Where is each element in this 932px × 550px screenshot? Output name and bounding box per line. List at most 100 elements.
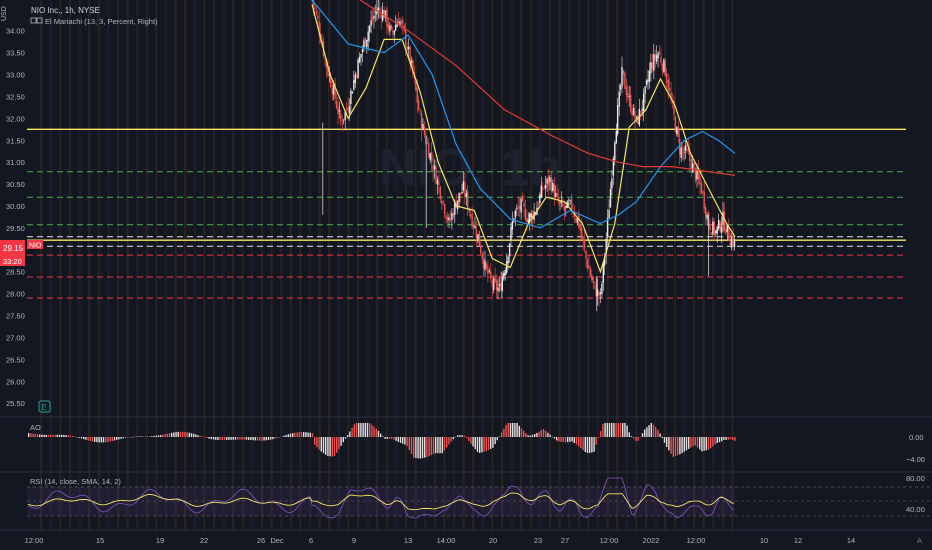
ao-bar	[593, 437, 595, 452]
candle-up	[370, 20, 372, 26]
ao-bar	[133, 436, 135, 438]
ao-bar	[540, 430, 542, 437]
candle-up	[683, 151, 685, 153]
ao-bar	[63, 434, 65, 437]
candle-up	[663, 59, 665, 72]
ao-bar	[276, 437, 278, 438]
candle-down	[593, 282, 596, 283]
ao-bar	[573, 437, 575, 443]
candle-down	[674, 117, 677, 132]
ao-bar	[727, 437, 729, 440]
ao-label[interactable]: AO	[30, 423, 41, 432]
candle-down	[318, 21, 320, 34]
price-tick-8: 30.00	[6, 202, 25, 211]
ao-bar	[373, 426, 375, 437]
candle-down	[592, 277, 594, 283]
candle-down	[317, 15, 319, 19]
symbol-title[interactable]: NIO Inc., 1h, NYSE	[31, 6, 100, 15]
session-stripe	[491, 0, 494, 530]
session-stripe	[625, 0, 628, 530]
ao-bar	[362, 423, 364, 437]
candle-up	[621, 67, 623, 87]
candle-up	[353, 80, 355, 90]
earnings-icon[interactable]: E	[38, 400, 51, 413]
ao-bar	[298, 432, 300, 437]
candle-up	[477, 234, 479, 242]
ao-bar	[85, 437, 87, 440]
ao-bar	[193, 433, 195, 437]
indicator-title[interactable]: El Mariachi (13, 3, Percent, Right)	[45, 17, 158, 26]
candle-down	[471, 213, 473, 227]
svg-text:E: E	[42, 403, 47, 412]
ao-bar	[107, 437, 109, 442]
ao-bar	[584, 437, 586, 452]
candle-up	[635, 116, 638, 118]
session-stripe	[664, 0, 667, 530]
ao-bar	[725, 437, 727, 440]
ao-bar	[602, 424, 604, 437]
candle-up	[655, 55, 658, 62]
time-label-4: 26	[257, 536, 265, 545]
session-stripe	[212, 0, 216, 530]
candle-down	[335, 100, 338, 108]
auto-scale-button[interactable]: A	[917, 536, 922, 545]
chart-header: USD NIO Inc., 1h, NYSE El Mariachi (13, …	[1, 6, 158, 26]
time-label-14: 2022	[643, 536, 660, 545]
ao-bar	[54, 434, 56, 437]
candle-up	[617, 105, 619, 135]
candle-down	[664, 61, 666, 76]
ao-bar	[628, 432, 630, 437]
ao-bar	[347, 435, 349, 437]
ao-bar	[413, 437, 415, 458]
ao-bar	[690, 437, 692, 448]
ao-bar	[652, 424, 655, 437]
session-stripe	[577, 0, 580, 530]
rsi-ma-line	[27, 492, 735, 511]
session-stripe	[539, 0, 542, 530]
ao-bar	[514, 423, 516, 437]
ao-bar	[503, 428, 505, 437]
ao-bar	[597, 437, 600, 438]
last-price-tag: 29.15 33:20 NIO	[0, 240, 43, 266]
candle-down	[689, 151, 691, 162]
candle-down	[625, 87, 628, 96]
candle-down	[694, 168, 697, 181]
ao-bar	[289, 433, 292, 437]
session-stripe	[683, 0, 686, 530]
candle-up	[733, 239, 736, 248]
ao-bar	[124, 437, 127, 438]
candle-up	[501, 277, 503, 291]
candle-up	[343, 119, 345, 121]
ao-bar	[344, 437, 347, 439]
price-tick-0: 34.00	[6, 27, 25, 36]
price-tick-11: 28.50	[6, 268, 25, 277]
ao-bar	[127, 437, 129, 438]
ao-bar	[644, 429, 646, 437]
ao-bar	[325, 437, 327, 455]
ao-bar	[98, 437, 100, 443]
ao-bar	[485, 437, 487, 452]
ao-bar	[294, 432, 296, 437]
ao-bar	[452, 437, 454, 440]
ao-bar	[710, 437, 712, 449]
ao-bar	[663, 437, 666, 443]
candle-down	[412, 60, 414, 74]
rsi-label[interactable]: RSI (14, close, SMA, 14, 2)	[30, 477, 121, 486]
ao-bar	[366, 423, 369, 437]
candle-up	[604, 255, 606, 266]
horizontal-levels[interactable]	[27, 128, 906, 299]
candle-up	[348, 106, 351, 114]
ao-bar	[322, 437, 325, 454]
session-stripe	[184, 0, 187, 530]
rsi-lines	[27, 477, 735, 519]
candle-down	[702, 191, 704, 193]
ao-bar	[569, 437, 571, 442]
ao-bar	[349, 431, 351, 437]
candle-up	[407, 47, 410, 50]
time-axis[interactable]: 12:00 15 19 22 26 Dec 6 9 13 14:00 20 23 27 12:00 2022…	[25, 536, 856, 545]
ao-bar	[175, 432, 177, 437]
ao-bar	[377, 430, 380, 437]
candle-down	[517, 206, 519, 209]
ao-bar	[69, 435, 72, 437]
